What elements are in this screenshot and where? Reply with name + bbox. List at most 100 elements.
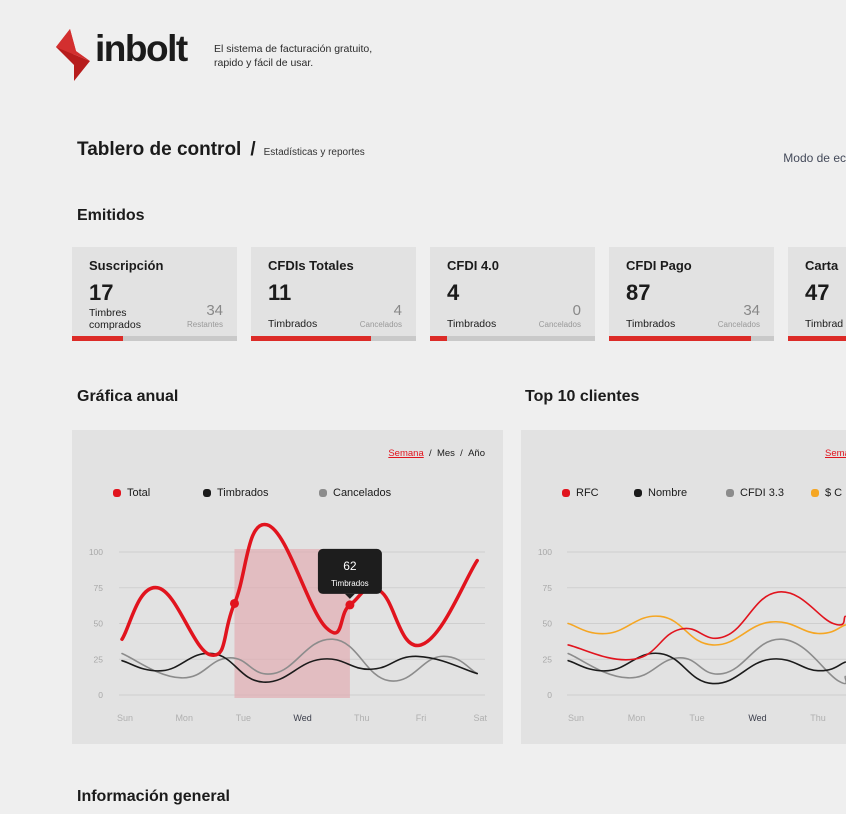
y-tick-label: 25 [543,654,553,664]
legend-item[interactable]: Timbrados [203,487,269,499]
legend-label: Total [127,487,151,499]
card-progress-bar [430,336,595,341]
x-tick-label: Thu [810,713,826,723]
series-line-cancelados [121,638,478,682]
x-tick-label: Wed [748,713,766,723]
series-line-total [120,523,479,657]
legend-item[interactable]: Total [113,487,150,499]
tagline-line: El sistema de facturación gratuito, [214,43,373,55]
legend-dot-icon [811,489,819,497]
series-line-rfc [567,591,846,661]
section-annual-chart: Gráfica anual [77,388,179,405]
card-label: Timbrados [268,318,318,330]
card-title: CFDI 4.0 [447,258,500,273]
series-line--c [567,615,846,646]
legend-dot-icon [319,489,327,497]
legend-item[interactable]: Nombre [634,487,687,499]
legend-label: Nombre [648,487,688,499]
card-title: CFDIs Totales [268,258,354,273]
logo-bolt-icon [56,29,90,81]
card-progress-bar [788,336,846,341]
y-tick-label: 0 [547,690,552,700]
card-progress-fill [251,336,372,341]
data-point-marker[interactable] [345,600,355,610]
x-tick-label: Mon [628,713,646,723]
y-tick-label: 75 [543,583,553,593]
tagline-line: rapido y fácil de usar. [214,57,314,69]
series-line-cfdi-3-3 [567,638,846,685]
y-tick-label: 100 [538,547,552,557]
card-title: Suscripción [89,258,164,273]
stat-card[interactable]: CFDI Pago 87 Timbrados 34 Cancelados [609,247,774,341]
card-progress-fill [609,336,751,341]
legend-dot-icon [113,489,121,497]
data-point-marker[interactable] [229,598,239,608]
top-clients-chart-card: Sema RFC Nombre CFDI 3.3 $ C 0 25 50 75 100 Sun M… [521,430,846,744]
y-tick-label: 50 [94,619,104,629]
range-selector: Semana / Mes / Año [388,448,485,459]
y-tick-label: 25 [94,654,104,664]
range-sep: / [429,448,432,459]
tooltip-value: 62 [343,559,357,573]
card-sub-label: Restantes [186,320,223,329]
y-tick-label: 100 [89,547,103,557]
range-year[interactable]: Año [468,448,485,459]
card-sub-value: 0 [572,302,581,319]
page-title: Tablero de control [77,139,242,160]
card-progress-fill [72,336,124,341]
legend-dot-icon [203,489,211,497]
card-label: Timbres comprados [89,307,141,331]
annual-line-chart: 0 25 50 75 100 Sun Mon Tue Wed Thu Fri Sat 62 Timbrad… [89,523,487,723]
x-tick-label: Tue [236,713,251,723]
card-progress-bar [72,336,237,341]
card-sub-value: 34 [206,302,223,319]
legend-label: CFDI 3.3 [740,487,785,499]
legend-item[interactable]: CFDI 3.3 [726,487,784,499]
card-sub-label: Cancelados [538,320,581,329]
legend-item[interactable]: RFC [562,487,599,499]
legend-label: RFC [576,487,599,499]
stat-card[interactable]: Carta 47 Timbrad [788,247,846,341]
tooltip: 62 Timbrados [317,548,382,599]
card-progress-bar [609,336,774,341]
card-progress-fill [788,336,846,341]
tagline: El sistema de facturación gratuito, rapid… [214,42,372,70]
x-tick-label: Sun [568,713,584,723]
mode-toggle[interactable]: Modo de ec [783,151,846,165]
range-sep: / [460,448,463,459]
legend-label: Timbrados [217,487,269,499]
section-general-info: Información general [77,788,230,805]
range-selector: Sema [825,448,846,459]
card-sub-value: 4 [393,302,402,319]
range-month[interactable]: Mes [436,448,455,459]
range-week[interactable]: Sema [825,448,846,459]
stat-card[interactable]: CFDIs Totales 11 Timbrados 4 Cancelados [251,247,416,341]
x-tick-label: Thu [354,713,370,723]
card-value: 87 [626,280,651,305]
section-emitidos: Emitidos [77,207,145,224]
legend-item[interactable]: Cancelados [319,487,391,499]
x-tick-label: Wed [293,713,311,723]
legend-dot-icon [726,489,734,497]
card-title: Carta [805,258,839,273]
legend-item[interactable]: $ C [811,487,842,499]
card-sub-value: 34 [743,302,760,319]
logo-text: inbolt [95,28,188,69]
top-clients-line-chart: 0 25 50 75 100 Sun Mon Tue Wed Thu [538,547,846,723]
annual-chart-card: Semana / Mes / Año Total Timbrados Cancela… [72,430,503,744]
stat-card[interactable]: Suscripción 17 Timbres comprados 34 Restan… [72,247,237,341]
card-label: Timbrad [805,318,844,330]
x-tick-label: Sat [473,713,487,723]
range-week[interactable]: Semana [388,448,424,459]
card-sub-label: Cancelados [359,320,402,329]
card-value: 47 [805,280,830,305]
x-tick-label: Tue [689,713,704,723]
stat-card[interactable]: CFDI 4.0 4 Timbrados 0 Cancelados [430,247,595,341]
breadcrumb-subtitle[interactable]: Estadísticas y reportes [263,147,365,158]
legend-dot-icon [562,489,570,497]
series-line-nombre [567,652,846,685]
legend-label: $ C [825,487,843,499]
breadcrumb-separator: / [250,139,256,160]
card-value: 4 [447,280,460,305]
tooltip-label: Timbrados [331,579,369,588]
